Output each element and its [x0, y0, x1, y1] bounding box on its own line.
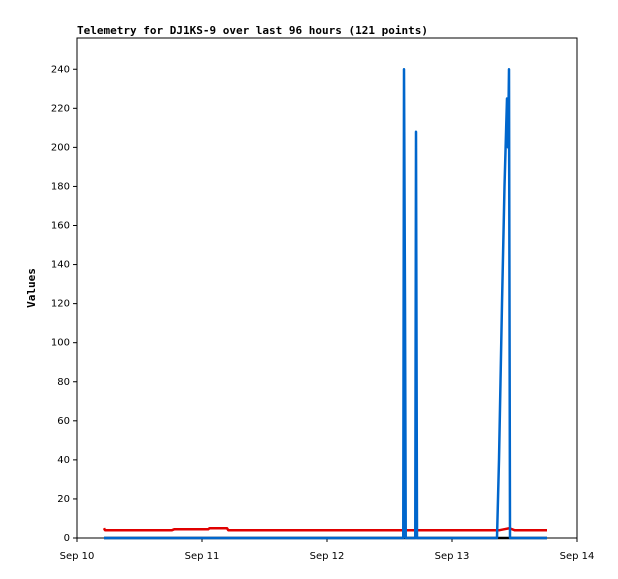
x-tick-label: Sep 12: [310, 551, 345, 562]
y-axis-label: Values: [25, 268, 38, 308]
y-tick-label: 20: [57, 494, 70, 505]
y-tick-label: 80: [57, 377, 70, 388]
x-tick-label: Sep 11: [185, 551, 220, 562]
x-tick-label: Sep 10: [60, 551, 95, 562]
y-tick-label: 140: [51, 260, 70, 271]
y-tick-label: 100: [51, 338, 70, 349]
chart-title: Telemetry for DJ1KS-9 over last 96 hours…: [77, 24, 428, 37]
y-tick-label: 120: [51, 299, 70, 310]
x-tick-label: Sep 14: [560, 551, 595, 562]
y-tick-label: 160: [51, 221, 70, 232]
y-tick-label: 240: [51, 64, 70, 75]
x-tick-label: Sep 13: [435, 551, 470, 562]
y-tick-label: 0: [64, 533, 70, 544]
y-tick-label: 60: [57, 416, 70, 427]
series-line: [102, 526, 547, 532]
series-line: [104, 68, 547, 540]
y-tick-label: 40: [57, 455, 70, 466]
y-tick-label: 180: [51, 181, 70, 192]
y-tick-label: 220: [51, 103, 70, 114]
y-tick-label: 200: [51, 142, 70, 153]
